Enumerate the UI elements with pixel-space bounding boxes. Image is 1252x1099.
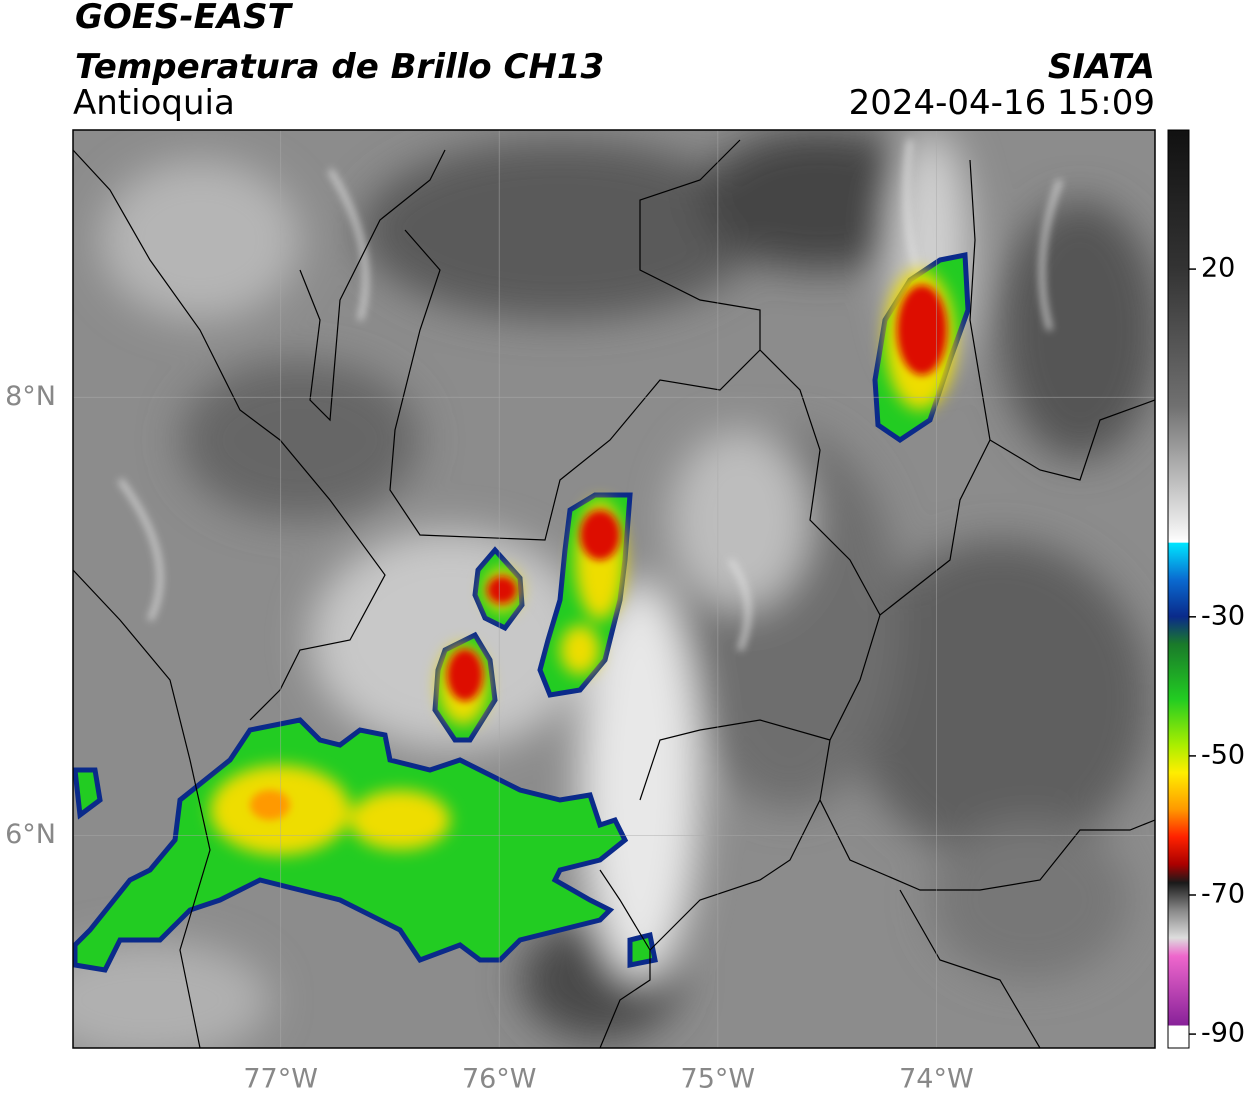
colorbar-tick-label: 20: [1201, 253, 1235, 284]
colorbar-tick-label: -70: [1201, 879, 1245, 910]
y-tick-label: 8°N: [5, 381, 56, 412]
x-tick-label: 77°W: [243, 1064, 318, 1095]
datetime: 2024-04-16 15:09: [849, 83, 1155, 123]
x-tick-label: 74°W: [899, 1064, 974, 1095]
x-tick-label: 76°W: [462, 1064, 537, 1095]
map-frame: [72, 129, 1156, 1049]
title: GOES-EAST: [75, 0, 294, 37]
satellite-image: [73, 130, 1155, 1048]
subtitle: Temperatura de Brillo CH13: [75, 47, 604, 87]
source: SIATA: [1048, 47, 1155, 87]
x-tick-label: 75°W: [681, 1064, 756, 1095]
colorbar: [1167, 129, 1190, 1049]
colorbar-tick-label: -50: [1201, 739, 1245, 770]
colorbar-tick-label: -90: [1201, 1018, 1245, 1049]
region: Antioquia: [73, 83, 235, 123]
y-tick-label: 6°N: [5, 819, 56, 850]
colorbar-tick-label: -30: [1201, 600, 1245, 631]
